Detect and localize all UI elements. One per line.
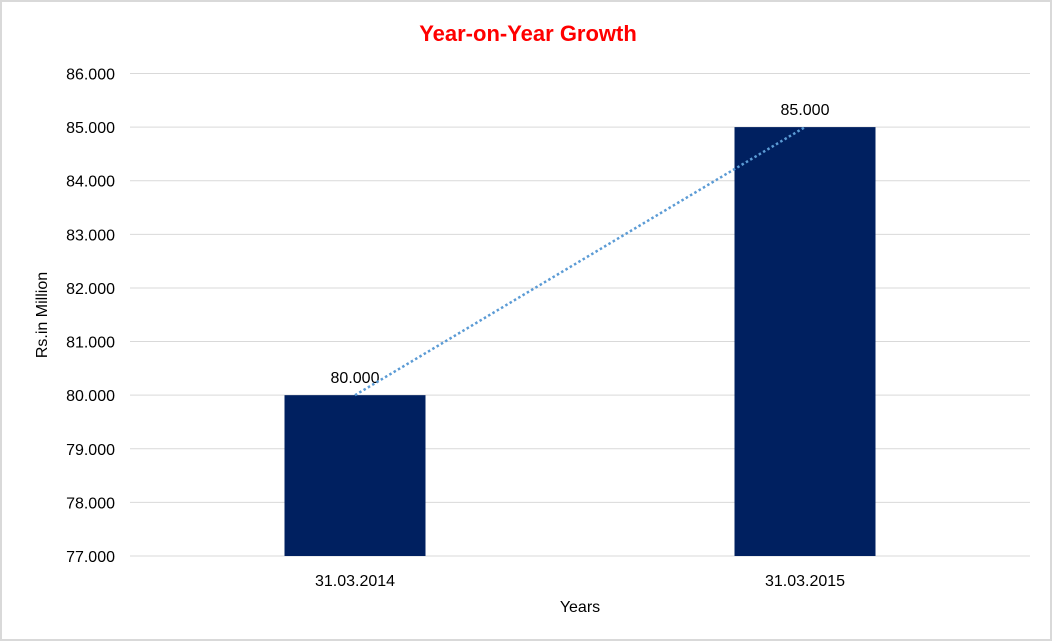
y-tick-label: 85.000 bbox=[66, 120, 115, 137]
trendline bbox=[354, 126, 806, 397]
y-tick-label: 82.000 bbox=[66, 281, 115, 298]
bar bbox=[734, 127, 876, 556]
data-label: 85.000 bbox=[781, 102, 830, 119]
x-tick-label: 31.03.2015 bbox=[765, 573, 845, 590]
y-tick-label: 81.000 bbox=[66, 335, 115, 352]
y-tick-label: 80.000 bbox=[66, 388, 115, 405]
data-label: 80.000 bbox=[331, 370, 380, 387]
y-tick-label: 78.000 bbox=[66, 495, 115, 512]
y-tick-label: 77.000 bbox=[66, 549, 115, 566]
y-tick-label: 79.000 bbox=[66, 442, 115, 459]
chart-title: Year-on-Year Growth bbox=[419, 21, 637, 46]
y-axis-label: Rs.in Million bbox=[34, 272, 51, 358]
x-tick-label: 31.03.2014 bbox=[315, 573, 395, 590]
y-tick-label: 83.000 bbox=[66, 227, 115, 244]
y-tick-label: 84.000 bbox=[66, 174, 115, 191]
bar bbox=[284, 395, 426, 556]
y-tick-label: 86.000 bbox=[66, 67, 115, 84]
x-axis-label: Years bbox=[560, 599, 600, 616]
